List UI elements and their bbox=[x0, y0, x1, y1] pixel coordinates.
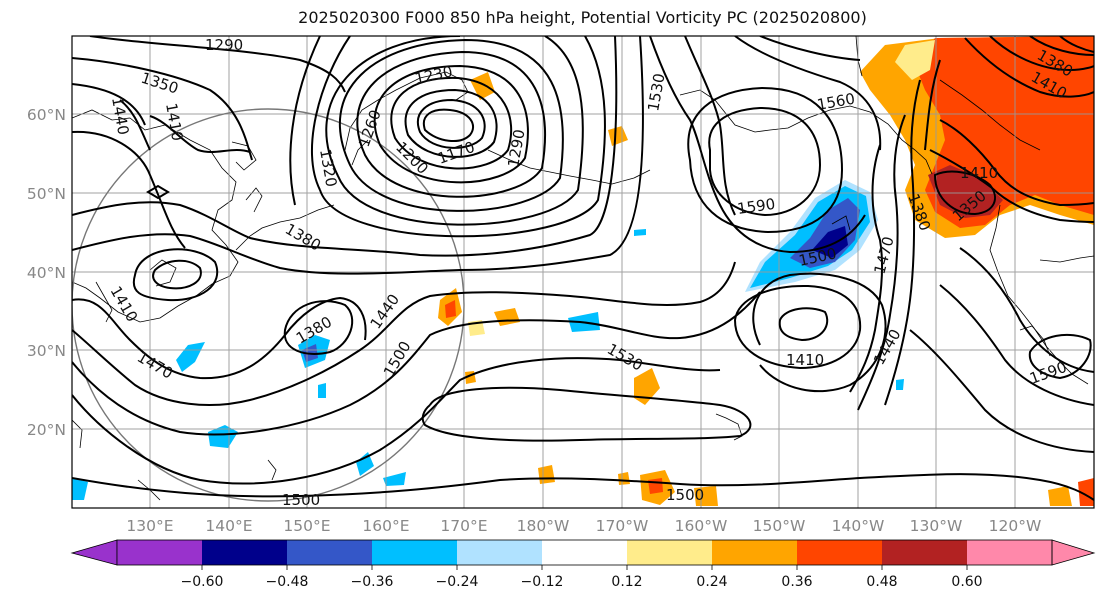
lat-tick-label: 50°N bbox=[27, 185, 66, 203]
colorbar-extend-low bbox=[70, 539, 118, 566]
contour-label: 1500 bbox=[282, 491, 320, 509]
height-contours bbox=[72, 36, 1094, 501]
colorbar-label: 0.36 bbox=[781, 574, 812, 590]
colorbar-label: −0.60 bbox=[181, 574, 224, 590]
colorbar-frame bbox=[116, 539, 1053, 566]
contour-label: 1500 bbox=[666, 486, 704, 504]
contour-label: 1410 bbox=[786, 351, 824, 369]
lat-tick-label: 20°N bbox=[27, 421, 66, 439]
lon-tick-label: 160°W bbox=[675, 517, 728, 535]
colorbar-label: −0.36 bbox=[351, 574, 394, 590]
contour-label: 1290 bbox=[205, 36, 243, 54]
lat-tick-label: 40°N bbox=[27, 264, 66, 282]
colorbar-segment bbox=[287, 540, 372, 565]
colorbar-extend-high bbox=[1051, 539, 1096, 566]
lat-tick-labels: 60°N 50°N 40°N 30°N 20°N bbox=[27, 106, 66, 439]
pv-negative-shading bbox=[72, 180, 904, 500]
colorbar-segment bbox=[117, 540, 202, 565]
lon-tick-label: 170°W bbox=[596, 517, 649, 535]
range-circle bbox=[72, 108, 465, 502]
colorbar-segment bbox=[542, 540, 627, 565]
colorbar-segment bbox=[372, 540, 457, 565]
colorbar-label: −0.12 bbox=[521, 574, 564, 590]
colorbar-segment bbox=[882, 540, 967, 565]
lat-tick-label: 30°N bbox=[27, 342, 66, 360]
colorbar-label: −0.24 bbox=[436, 574, 479, 590]
lon-tick-label: 170°E bbox=[440, 517, 487, 535]
colorbar: −0.60 −0.48 −0.36 −0.24 −0.12 0.12 0.24 … bbox=[70, 539, 1096, 590]
colorbar-segment bbox=[967, 540, 1052, 565]
colorbar-label: −0.48 bbox=[266, 574, 309, 590]
lon-tick-label: 150°E bbox=[283, 517, 330, 535]
colorbar-segment bbox=[627, 540, 712, 565]
pv-shade-central-navy bbox=[812, 226, 848, 258]
map-title: 2025020300 F000 850 hPa height, Potentia… bbox=[298, 8, 867, 27]
lon-tick-label: 160°E bbox=[362, 517, 409, 535]
contour-label: 1590 bbox=[736, 195, 776, 218]
pv-shade-lobe-darkred bbox=[928, 165, 1003, 218]
lon-tick-label: 130°E bbox=[126, 517, 173, 535]
colorbar-segment bbox=[202, 540, 287, 565]
map-panel: 1290 1350 1440 1410 1230 1260 1200 1170 … bbox=[72, 36, 1094, 509]
contour-label: 1410 bbox=[960, 164, 998, 182]
colorbar-segment bbox=[457, 540, 542, 565]
map-frame bbox=[71, 35, 1095, 509]
colorbar-label: 0.12 bbox=[611, 574, 642, 590]
lon-tick-label: 140°W bbox=[832, 517, 885, 535]
lon-tick-label: 120°W bbox=[989, 517, 1042, 535]
lon-tick-label: 150°W bbox=[753, 517, 806, 535]
colorbar-label: 0.60 bbox=[951, 574, 982, 590]
colorbar-segment bbox=[797, 540, 882, 565]
colorbar-label: 0.48 bbox=[866, 574, 897, 590]
colorbar-label: 0.24 bbox=[696, 574, 727, 590]
lon-tick-label: 140°E bbox=[205, 517, 252, 535]
lon-tick-labels: 130°E 140°E 150°E 160°E 170°E 180°W 170°… bbox=[126, 517, 1041, 535]
lon-tick-label: 130°W bbox=[910, 517, 963, 535]
pv-outlines bbox=[146, 184, 851, 231]
lat-tick-label: 60°N bbox=[27, 106, 66, 124]
lon-tick-label: 180°W bbox=[517, 517, 570, 535]
colorbar-segment bbox=[712, 540, 797, 565]
